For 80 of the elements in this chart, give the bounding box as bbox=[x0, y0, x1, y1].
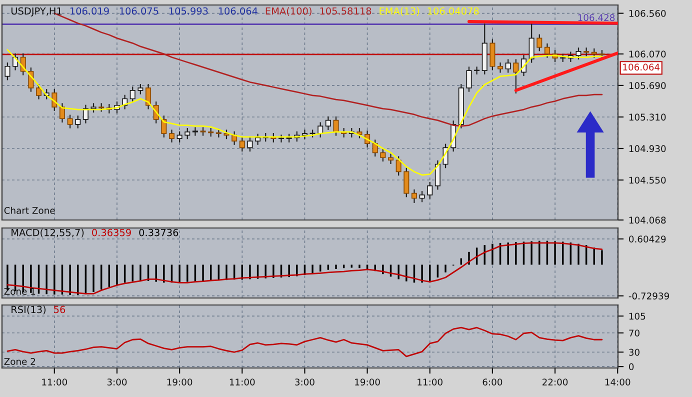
candlestick bbox=[505, 59, 511, 73]
y-tick-label: 30 bbox=[629, 348, 640, 356]
candlestick bbox=[434, 160, 440, 190]
candlestick bbox=[474, 66, 480, 74]
y-tick-label: 106.560 bbox=[629, 10, 666, 17]
candlestick bbox=[59, 103, 65, 123]
x-tick-label: 14:00 bbox=[605, 378, 630, 386]
y-tick-label: 105.310 bbox=[629, 114, 666, 121]
candlestick bbox=[325, 116, 331, 130]
candlestick bbox=[36, 84, 42, 100]
x-tick-label: 11:00 bbox=[42, 378, 68, 386]
annotation: 0.36359 bbox=[92, 228, 131, 236]
candlestick bbox=[396, 156, 402, 176]
x-tick-label: 19:00 bbox=[355, 378, 380, 386]
x-tick-label: 22:00 bbox=[542, 378, 568, 386]
candlestick bbox=[333, 116, 339, 136]
x-tick-label: 19:00 bbox=[167, 378, 192, 386]
candlestick bbox=[498, 62, 504, 73]
x-tick-label: 11:00 bbox=[418, 378, 442, 386]
candlestick bbox=[67, 114, 73, 128]
candlestick bbox=[427, 182, 433, 199]
y-tick-label: 104.068 bbox=[629, 216, 666, 224]
candlestick bbox=[318, 122, 324, 138]
candlestick bbox=[372, 140, 378, 157]
y-tick-label: -0.72939 bbox=[628, 292, 669, 300]
ref-line-label: 106.064 bbox=[623, 64, 660, 71]
candlestick bbox=[490, 39, 496, 70]
candlestick bbox=[75, 116, 81, 128]
chart-title: RSI(13) bbox=[12, 306, 46, 314]
annotation: Zone 2 bbox=[4, 358, 36, 365]
candlestick bbox=[138, 84, 144, 94]
candlestick bbox=[168, 130, 175, 142]
y-tick-label: 106.070 bbox=[629, 50, 666, 58]
candlestick bbox=[192, 127, 198, 136]
candlestick bbox=[255, 134, 261, 145]
candlestick bbox=[130, 86, 136, 103]
y-tick-label: 70 bbox=[629, 330, 640, 337]
candlestick bbox=[411, 189, 417, 203]
candlestick bbox=[4, 62, 10, 80]
candlestick bbox=[176, 131, 182, 142]
candlestick bbox=[278, 134, 284, 142]
candlestick bbox=[302, 130, 308, 140]
y-tick-label: 0 bbox=[629, 363, 634, 370]
candlestick bbox=[146, 84, 152, 110]
y-tick-label: 104.550 bbox=[629, 176, 666, 184]
annotation: 105.58118 bbox=[320, 7, 372, 15]
candlestick bbox=[419, 191, 425, 202]
annotation: 56 bbox=[54, 306, 66, 314]
annotation: 0.33736 bbox=[139, 228, 178, 236]
y-tick-label: 0.60429 bbox=[629, 236, 666, 243]
annotation: Zone 1 bbox=[4, 288, 36, 295]
candlestick bbox=[247, 137, 253, 152]
candlestick bbox=[388, 154, 394, 164]
text: EMA(100) bbox=[266, 7, 312, 16]
candlestick bbox=[576, 48, 582, 60]
y-tick-label: 105.690 bbox=[629, 82, 666, 90]
candlestick bbox=[466, 66, 472, 92]
x-tick-label: 3:00 bbox=[107, 378, 127, 386]
annotation: 106.04078 bbox=[428, 7, 479, 15]
chart-title: MACD(12,55,7) bbox=[12, 228, 84, 238]
candlestick bbox=[239, 137, 245, 152]
ref-line-label: 106.428 bbox=[578, 14, 615, 22]
x-tick-label: 11:00 bbox=[230, 378, 255, 386]
candlestick bbox=[528, 22, 534, 63]
x-tick-label: 3:00 bbox=[295, 378, 314, 386]
line-series bbox=[6, 326, 603, 358]
candlestick bbox=[513, 59, 519, 94]
candlestick bbox=[380, 148, 386, 162]
y-tick-label: 105 bbox=[629, 312, 646, 320]
candlestick bbox=[404, 168, 410, 198]
candlestick bbox=[544, 43, 550, 58]
text: EMA(13) bbox=[380, 7, 420, 16]
chart-title: USDJPY,H1 bbox=[11, 7, 62, 16]
y-tick-label: 104.930 bbox=[629, 145, 666, 152]
candlestick bbox=[184, 128, 190, 140]
candlestick bbox=[82, 104, 88, 124]
annotation: Chart Zone bbox=[4, 206, 55, 214]
candlestick bbox=[536, 34, 542, 52]
chart-subtitle: 106.019 106.075 105.993 106.064 bbox=[70, 7, 258, 15]
x-tick-label: 6:00 bbox=[482, 378, 502, 386]
